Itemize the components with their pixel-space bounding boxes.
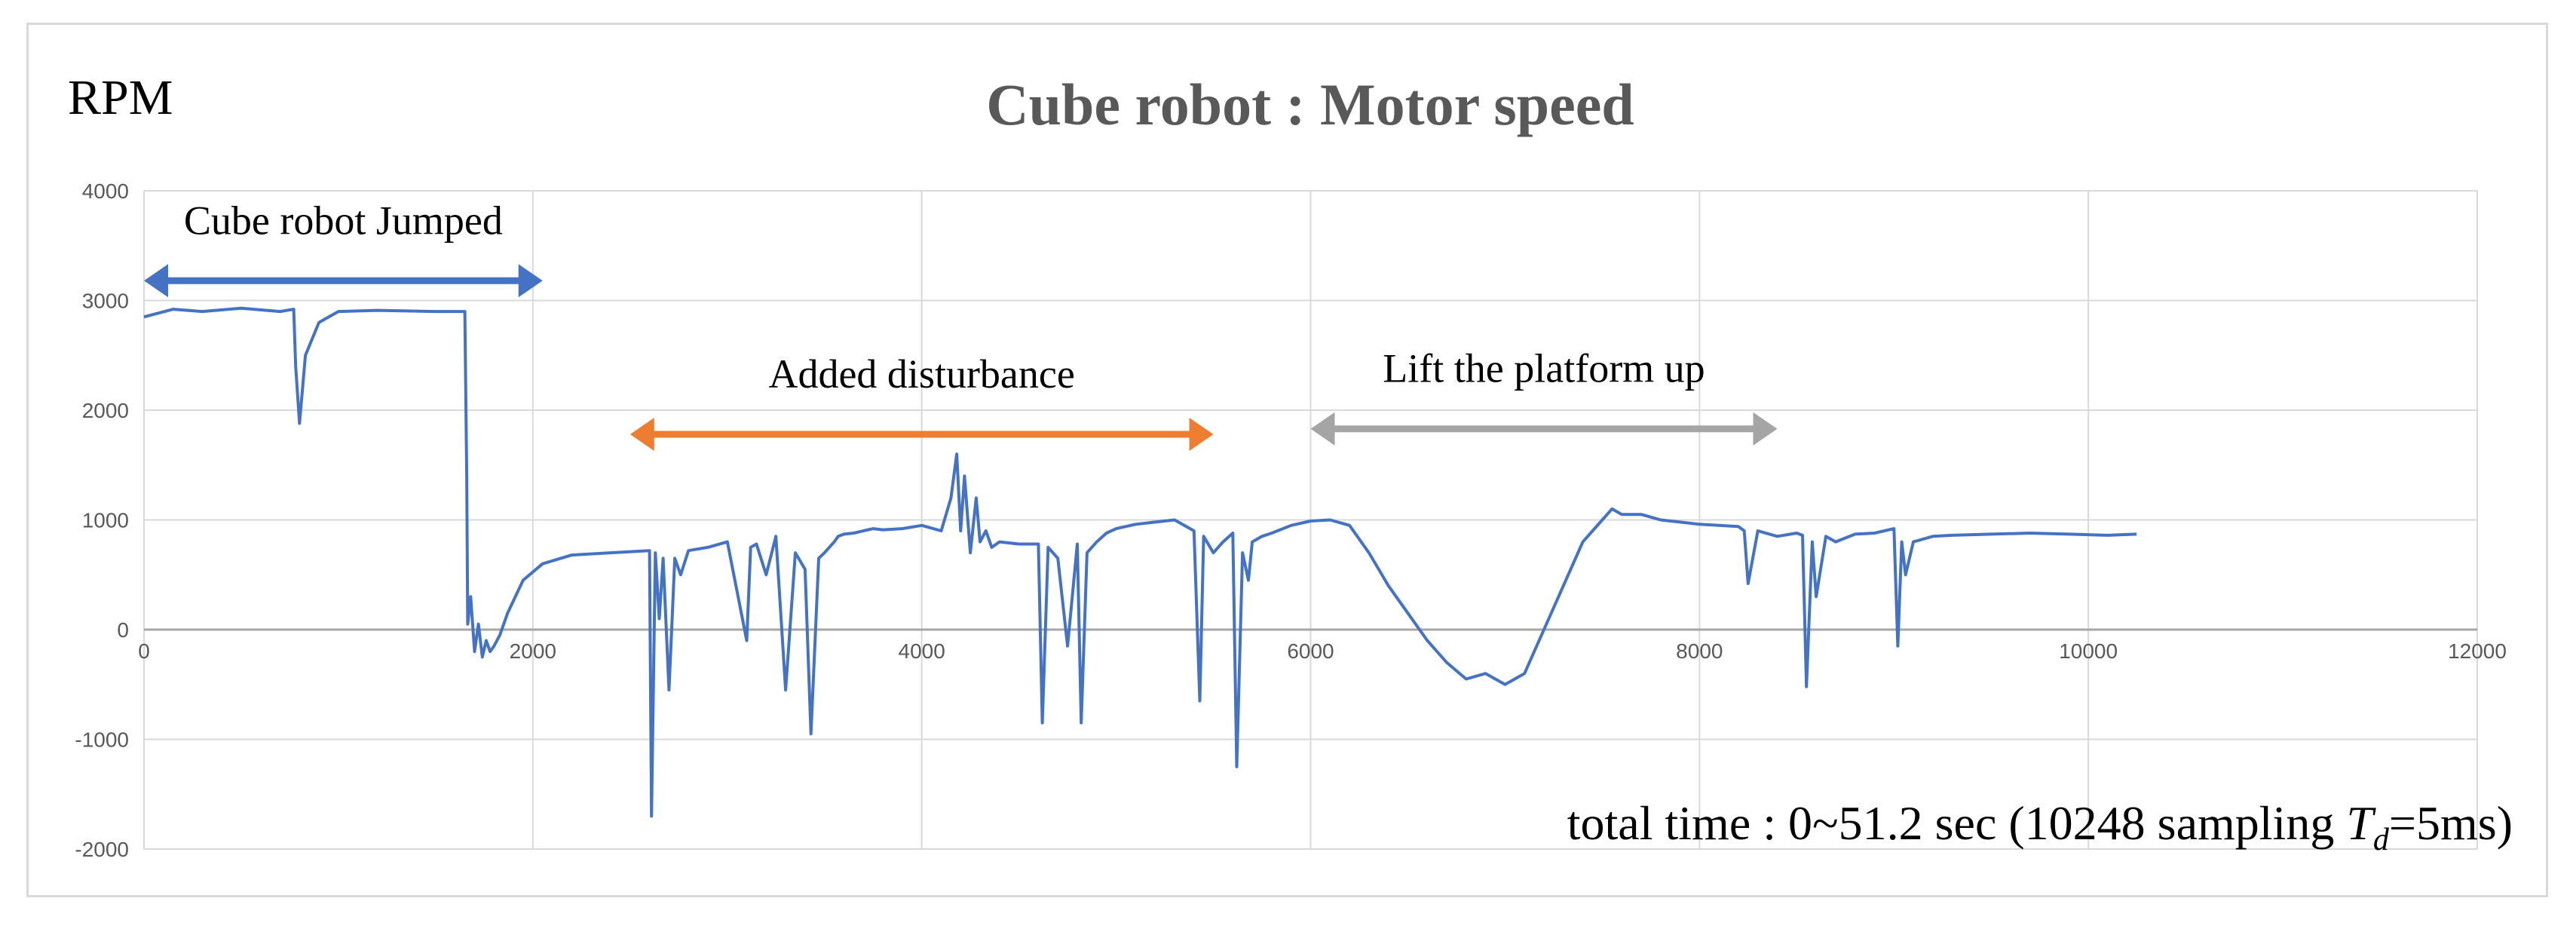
annotation-arrow-head-left xyxy=(144,264,168,298)
annotation-cube-robot-jumped: Cube robot Jumped xyxy=(184,198,503,243)
x-tick-label: 10000 xyxy=(2059,639,2118,663)
y-tick-label: 0 xyxy=(117,618,129,642)
annotation-arrow-head-right xyxy=(1753,412,1778,446)
y-tick-label: -1000 xyxy=(75,728,129,752)
annotation-arrow-head-left xyxy=(1310,412,1335,446)
series-layer xyxy=(143,306,2137,818)
motor-speed-chart: 0 2000 4000 6000 8000 10000 12000 -2000 -1000 0 10… xyxy=(68,70,2513,861)
y-tick-label: 4000 xyxy=(82,179,129,203)
sampling-note-symbol: T xyxy=(2346,796,2376,850)
x-tick-label: 8000 xyxy=(1676,639,1723,663)
annotation-lift-platform-up: Lift the platform up xyxy=(1383,346,1705,391)
sampling-note: total time : 0~51.2 sec (10248 sampling … xyxy=(1567,796,2513,857)
motor-speed-line xyxy=(143,306,2137,818)
y-tick-label: 1000 xyxy=(82,509,129,532)
annotation-arrow-head-right xyxy=(518,264,543,298)
y-tick-label: 2000 xyxy=(82,399,129,422)
sampling-note-prefix: total time : 0~51.2 sec (10248 sampling xyxy=(1567,796,2347,850)
annotation-arrow-head-right xyxy=(1189,418,1214,452)
annotation-arrows xyxy=(144,264,1778,452)
x-tick-label: 4000 xyxy=(899,639,945,663)
annotation-added-disturbance: Added disturbance xyxy=(768,351,1074,397)
sampling-note-subscript: d xyxy=(2373,823,2390,857)
x-tick-label: 6000 xyxy=(1287,639,1334,663)
y-tick-label: -2000 xyxy=(75,838,129,861)
x-tick-label: 12000 xyxy=(2448,639,2507,663)
sampling-note-suffix: =5ms) xyxy=(2389,796,2513,850)
chart-frame: 0 2000 4000 6000 8000 10000 12000 -2000 -1000 0 10… xyxy=(26,23,2548,897)
chart-title: Cube robot : Motor speed xyxy=(986,72,1634,137)
annotation-arrow-head-left xyxy=(629,418,654,452)
y-axis-label: RPM xyxy=(68,70,173,125)
x-tick-label: 2000 xyxy=(510,639,556,663)
tick-labels: 0 2000 4000 6000 8000 10000 12000 -2000 -1000 0 10… xyxy=(75,179,2507,861)
x-tick-label: 0 xyxy=(138,639,150,663)
y-tick-label: 3000 xyxy=(82,290,129,313)
